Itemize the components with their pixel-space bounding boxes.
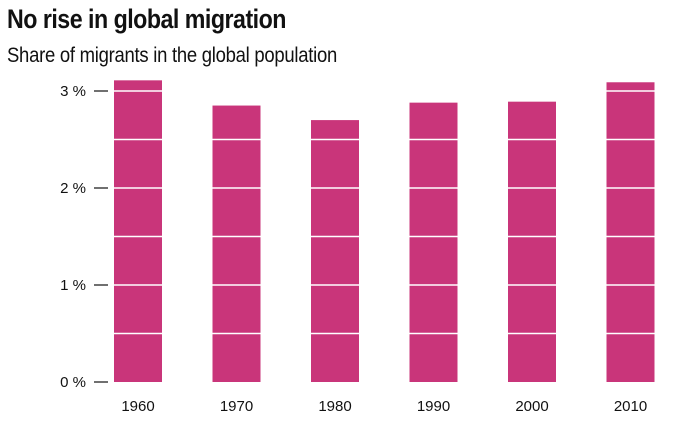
chart-title: No rise in global migration <box>7 4 286 34</box>
y-tick-label: 1 % <box>60 277 86 294</box>
bar-1980 <box>311 120 359 382</box>
x-tick-label: 1960 <box>121 398 154 415</box>
bar-2010 <box>606 82 655 383</box>
bar-1960 <box>114 80 162 382</box>
x-tick-label: 1970 <box>220 398 253 415</box>
y-tick-label: 2 % <box>60 180 86 197</box>
x-tick-label: 2000 <box>515 398 548 415</box>
x-tick-label: 2010 <box>614 398 647 415</box>
bar-1970 <box>212 105 261 383</box>
x-tick-label: 1980 <box>318 398 351 415</box>
y-tick-label: 3 % <box>60 83 86 100</box>
chart-subtitle: Share of migrants in the global populati… <box>7 44 337 67</box>
y-tick-label: 0 % <box>60 374 86 391</box>
bar-1990 <box>409 102 458 382</box>
bar-2000 <box>508 101 556 383</box>
x-tick-label: 1990 <box>417 398 450 415</box>
